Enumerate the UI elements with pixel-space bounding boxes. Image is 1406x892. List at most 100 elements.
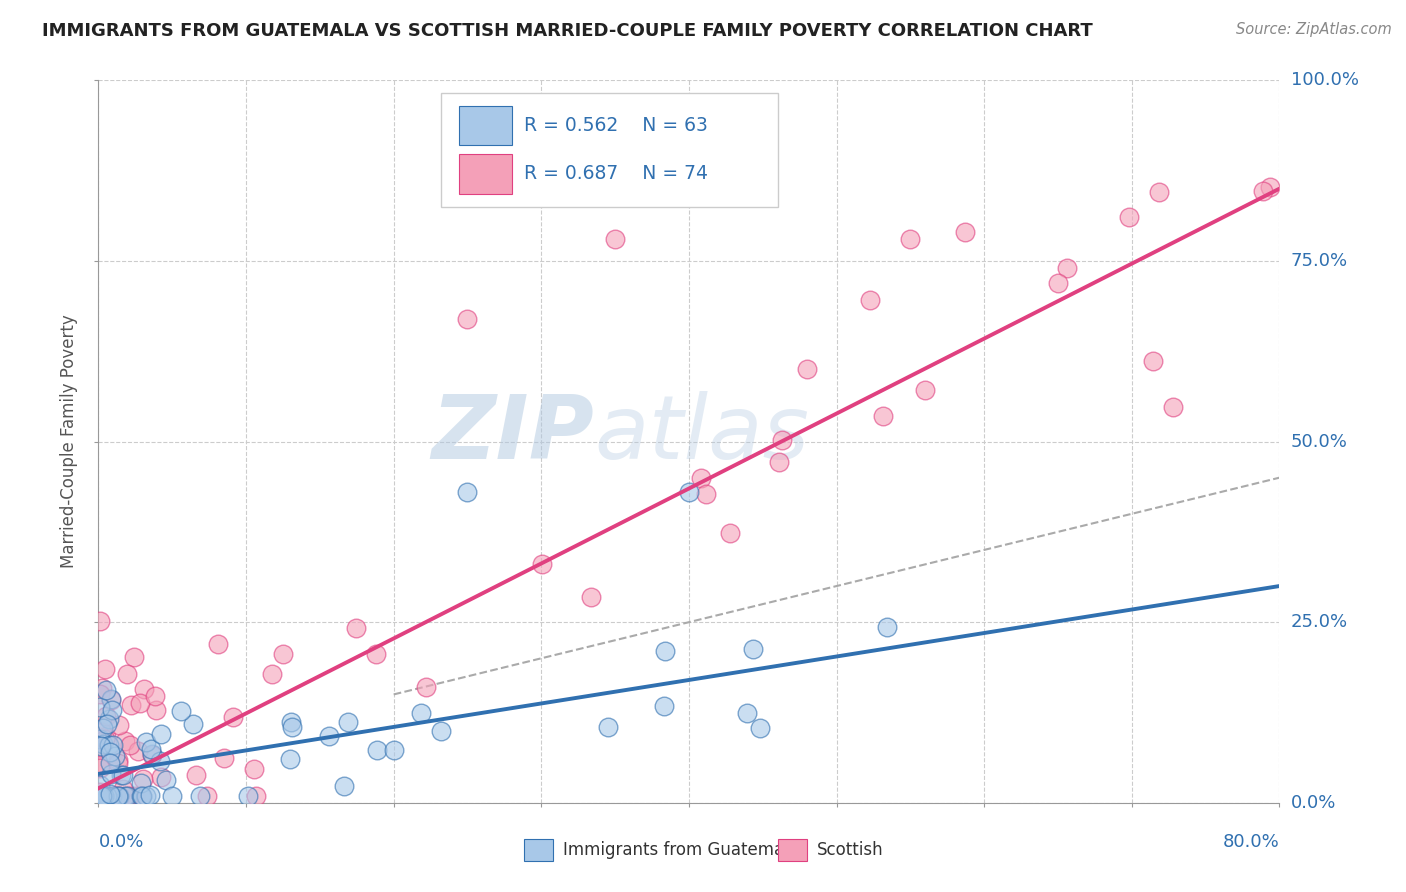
Point xyxy=(333,779,356,793)
Point xyxy=(900,232,922,246)
Point xyxy=(273,647,295,661)
Point xyxy=(93,732,115,747)
Point xyxy=(89,785,111,799)
Point xyxy=(100,756,122,771)
Point xyxy=(742,641,765,656)
Point xyxy=(184,767,207,781)
Point xyxy=(1118,210,1140,224)
Point xyxy=(768,455,790,469)
Point xyxy=(89,789,111,803)
Point xyxy=(100,767,122,781)
Point xyxy=(89,789,111,803)
Point xyxy=(89,740,111,755)
Point xyxy=(107,753,129,767)
Point xyxy=(89,778,111,792)
Point xyxy=(108,789,131,803)
Point xyxy=(89,761,111,775)
Point xyxy=(718,525,741,540)
Point xyxy=(212,751,235,765)
Point xyxy=(105,789,128,803)
Point xyxy=(181,717,204,731)
Point xyxy=(531,557,554,571)
Point xyxy=(98,738,121,752)
Point xyxy=(654,644,676,658)
Point xyxy=(953,225,976,239)
Point xyxy=(145,703,167,717)
Point xyxy=(129,696,152,710)
Point xyxy=(280,715,302,730)
FancyBboxPatch shape xyxy=(441,93,778,207)
Point xyxy=(1258,180,1281,194)
Point xyxy=(596,720,619,734)
Point xyxy=(245,789,267,803)
Point xyxy=(207,637,229,651)
Point xyxy=(690,471,713,485)
Point xyxy=(457,485,479,500)
Point xyxy=(430,723,453,738)
Point xyxy=(94,662,117,676)
Point xyxy=(111,768,134,782)
Point xyxy=(91,721,114,735)
Point xyxy=(117,789,139,803)
Point xyxy=(107,756,129,770)
Point xyxy=(96,789,118,803)
Point xyxy=(112,781,135,796)
Text: atlas: atlas xyxy=(595,392,810,477)
Point xyxy=(93,789,115,803)
Text: R = 0.562    N = 63: R = 0.562 N = 63 xyxy=(523,116,707,135)
Point xyxy=(222,710,245,724)
Text: Immigrants from Guatemala: Immigrants from Guatemala xyxy=(562,841,799,859)
Point xyxy=(1142,354,1164,368)
Point xyxy=(364,647,387,661)
Point xyxy=(876,620,898,634)
Point xyxy=(652,699,675,714)
Point xyxy=(344,621,367,635)
Point xyxy=(100,692,122,706)
Text: 80.0%: 80.0% xyxy=(1223,833,1279,851)
Point xyxy=(91,681,114,696)
Point xyxy=(94,729,117,743)
Point xyxy=(100,703,122,717)
FancyBboxPatch shape xyxy=(458,154,512,194)
Text: ZIP: ZIP xyxy=(432,391,595,478)
Point xyxy=(238,789,260,803)
Point xyxy=(91,737,114,751)
FancyBboxPatch shape xyxy=(458,105,512,145)
Point xyxy=(135,735,157,749)
Point xyxy=(384,743,406,757)
Text: 100.0%: 100.0% xyxy=(1291,71,1358,89)
Point xyxy=(262,667,284,681)
Point xyxy=(100,692,122,706)
Text: 25.0%: 25.0% xyxy=(1291,613,1348,632)
Point xyxy=(107,789,129,803)
Point xyxy=(770,433,793,447)
Point xyxy=(122,650,145,665)
Point xyxy=(281,720,304,734)
Point xyxy=(118,789,141,803)
Point xyxy=(91,789,114,803)
Point xyxy=(149,770,172,784)
Point xyxy=(91,789,114,803)
Point xyxy=(89,789,111,803)
Point xyxy=(678,485,700,500)
Point xyxy=(101,739,124,753)
Point xyxy=(96,717,118,731)
FancyBboxPatch shape xyxy=(778,838,807,861)
Point xyxy=(101,789,124,803)
Point xyxy=(318,729,340,743)
Point xyxy=(89,688,111,702)
Point xyxy=(107,718,129,732)
Point xyxy=(132,772,155,786)
Point xyxy=(1161,400,1184,414)
Text: IMMIGRANTS FROM GUATEMALA VS SCOTTISH MARRIED-COUPLE FAMILY POVERTY CORRELATION : IMMIGRANTS FROM GUATEMALA VS SCOTTISH MA… xyxy=(42,22,1092,40)
Point xyxy=(415,680,437,694)
Point xyxy=(1251,184,1274,198)
Point xyxy=(131,789,153,803)
Point xyxy=(336,715,359,730)
Point xyxy=(114,789,136,803)
Point xyxy=(1147,185,1170,199)
Point xyxy=(94,709,117,723)
Point xyxy=(411,706,433,720)
Point xyxy=(605,232,627,246)
Text: R = 0.687    N = 74: R = 0.687 N = 74 xyxy=(523,164,707,183)
